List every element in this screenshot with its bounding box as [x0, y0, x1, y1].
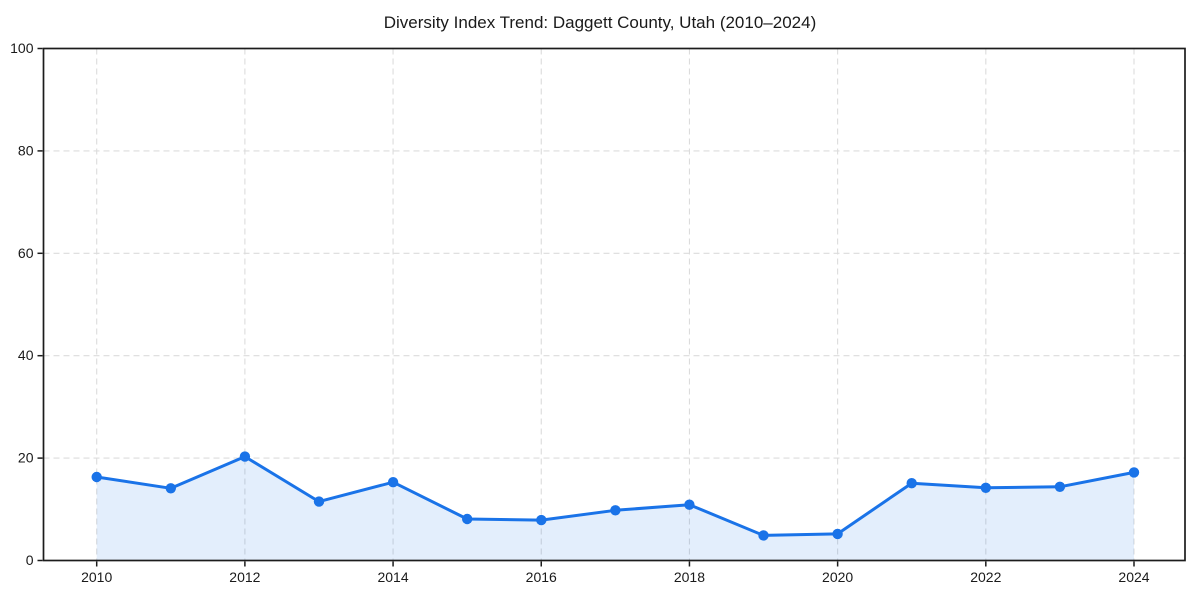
data-point-marker — [684, 499, 695, 510]
y-tick-label: 20 — [18, 450, 34, 466]
x-tick-label: 2020 — [822, 569, 853, 585]
data-point-marker — [758, 530, 769, 541]
data-point-marker — [239, 451, 251, 462]
x-tick-label: 2018 — [674, 569, 705, 585]
data-point-marker — [1054, 481, 1066, 492]
y-tick-label: 0 — [26, 552, 34, 568]
data-point-marker — [980, 482, 991, 493]
data-point-marker — [536, 514, 547, 526]
x-tick-label: 2022 — [970, 569, 1001, 585]
y-tick-label: 100 — [10, 40, 34, 56]
x-tick-label: 2012 — [229, 569, 260, 585]
data-point-marker — [1128, 467, 1140, 478]
data-point-marker — [610, 505, 621, 516]
x-tick-label: 2024 — [1118, 569, 1149, 585]
data-point-marker — [462, 513, 473, 525]
y-tick-label: 80 — [18, 142, 34, 158]
data-point-marker — [387, 477, 399, 488]
x-tick-label: 2016 — [526, 569, 557, 585]
area-fill — [96, 456, 1135, 561]
data-point-marker — [313, 496, 325, 507]
data-point-marker — [165, 483, 176, 494]
data-point-marker — [91, 471, 102, 483]
y-tick-label: 40 — [18, 347, 34, 363]
data-point-marker — [832, 528, 843, 540]
x-tick-label: 2010 — [81, 569, 112, 585]
x-tick-label: 2014 — [377, 569, 408, 585]
plot-border — [42, 47, 1186, 562]
chart-title: Diversity Index Trend: Daggett County, U… — [383, 13, 817, 32]
y-tick-label: 60 — [18, 245, 34, 261]
data-point-marker — [906, 478, 917, 489]
